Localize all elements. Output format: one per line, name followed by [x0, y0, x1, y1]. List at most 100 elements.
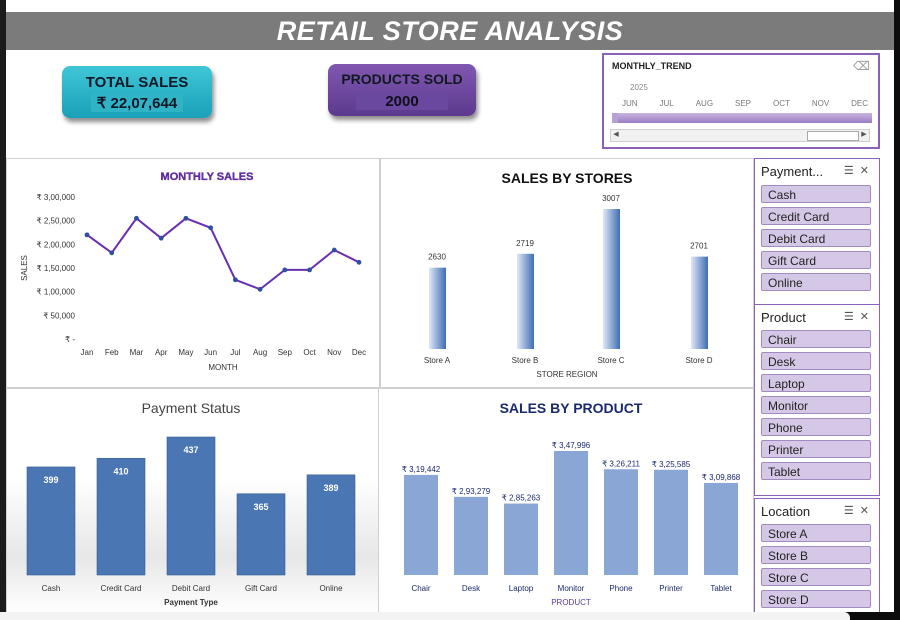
page-title: RETAIL STORE ANALYSIS — [276, 15, 624, 46]
x-tick-label: Store A — [424, 356, 451, 365]
bar — [554, 451, 588, 575]
timeline-month[interactable]: NOV — [811, 99, 830, 108]
scrollbar-thumb[interactable] — [807, 131, 859, 141]
payment-slicer: Payment... ☰✕ Cash Credit Card Debit Car… — [754, 158, 880, 306]
slicer-icons: ☰✕ — [844, 164, 875, 177]
total-sales-label: TOTAL SALES — [85, 74, 189, 91]
data-label: 2701 — [690, 242, 708, 251]
data-label: ₹ 3,47,996 — [552, 441, 591, 450]
data-point — [307, 267, 312, 273]
data-label: 389 — [323, 483, 338, 493]
sheet-bottom-edge — [0, 612, 850, 620]
slicer-item-debit-card[interactable]: Debit Card — [761, 229, 871, 247]
x-tick-label: Tablet — [710, 584, 732, 593]
bar — [504, 503, 538, 575]
bar — [404, 474, 438, 575]
x-axis-label: PRODUCT — [551, 598, 591, 607]
y-tick-label: ₹ 2,00,000 — [37, 240, 76, 249]
x-tick-label: Chair — [411, 584, 430, 593]
slicer-item-store-d[interactable]: Store D — [761, 590, 871, 608]
data-point — [282, 267, 288, 273]
sales-by-product-chart: SALES BY PRODUCT ₹ 3,19,442 Chair ₹ 2,93,27… — [378, 388, 754, 612]
x-tick-label: Laptop — [509, 584, 534, 593]
x-tick-label: Credit Card — [101, 584, 142, 593]
data-label: 2630 — [428, 253, 446, 262]
x-axis-label: MONTH — [208, 363, 238, 372]
data-point — [134, 215, 139, 221]
x-tick-label: Feb — [105, 348, 119, 357]
slicer-item-online[interactable]: Online — [761, 273, 871, 291]
slicer-item-gift-card[interactable]: Gift Card — [761, 251, 871, 269]
x-tick-label: Sep — [278, 348, 293, 357]
chart-title: SALES BY STORES — [502, 170, 633, 186]
bar — [603, 209, 620, 349]
data-label: 2719 — [516, 239, 534, 248]
clear-filter-icon[interactable]: ✕ — [859, 311, 875, 323]
x-tick-label: Jul — [230, 348, 240, 357]
monthly-trend-timeline[interactable]: MONTHLY_TREND ⌫ 2025 JUN JUL AUG SEP OCT… — [602, 53, 880, 149]
data-label: ₹ 3,19,442 — [402, 465, 441, 474]
multi-select-icon[interactable]: ☰ — [843, 505, 860, 517]
slicer-item-phone[interactable]: Phone — [761, 418, 871, 436]
data-point — [356, 259, 362, 265]
slicer-item-credit-card[interactable]: Credit Card — [761, 207, 871, 225]
clear-filter-icon[interactable]: ⌫ — [853, 59, 870, 73]
multi-select-icon[interactable]: ☰ — [843, 165, 860, 177]
data-label: 437 — [183, 445, 198, 455]
timeline-month[interactable]: DEC — [851, 99, 868, 108]
timeline-month[interactable]: JUL — [659, 99, 674, 108]
slicer-item-store-a[interactable]: Store A — [761, 524, 871, 542]
slicer-item-printer[interactable]: Printer — [761, 440, 871, 458]
data-label: 3007 — [602, 194, 620, 203]
slicer-item-tablet[interactable]: Tablet — [761, 462, 871, 480]
timeline-scrollbar[interactable]: ◀ ▶ — [610, 129, 870, 142]
slicer-item-laptop[interactable]: Laptop — [761, 374, 871, 392]
total-sales-value: ₹ 22,07,644 — [91, 94, 183, 112]
slicer-item-cash[interactable]: Cash — [761, 185, 871, 203]
clear-filter-icon[interactable]: ✕ — [859, 165, 875, 177]
scroll-left-icon[interactable]: ◀ — [613, 131, 619, 138]
timeline-selection-bar[interactable] — [612, 113, 872, 123]
timeline-month[interactable]: AUG — [695, 99, 714, 108]
x-tick-label: Store C — [597, 356, 624, 365]
x-tick-label: Apr — [155, 348, 168, 357]
x-tick-label: Store D — [685, 356, 712, 365]
data-label: 365 — [253, 502, 268, 512]
location-slicer-title: Location — [761, 504, 811, 519]
slicer-item-desk[interactable]: Desk — [761, 352, 871, 370]
title-banner: RETAIL STORE ANALYSIS — [6, 12, 894, 50]
multi-select-icon[interactable]: ☰ — [843, 311, 860, 323]
timeline-year: 2025 — [630, 83, 648, 92]
slicer-item-store-b[interactable]: Store B — [761, 546, 871, 564]
bar — [26, 466, 76, 576]
timeline-months: JUN JUL AUG SEP OCT NOV DEC — [622, 99, 868, 108]
clear-filter-icon[interactable]: ✕ — [859, 505, 875, 517]
y-tick-label: ₹ 50,000 — [43, 311, 75, 320]
x-tick-label: Phone — [609, 584, 633, 593]
data-label: ₹ 2,93,279 — [452, 487, 491, 496]
x-tick-label: Jan — [81, 348, 94, 357]
y-tick-label: ₹ - — [65, 335, 75, 344]
scroll-right-icon[interactable]: ▶ — [861, 131, 867, 138]
x-axis-label: STORE REGION — [536, 370, 597, 379]
timeline-month[interactable]: SEP — [735, 99, 752, 108]
slicer-item-store-c[interactable]: Store C — [761, 568, 871, 586]
monthly-sales-svg: MONTHLY SALES ₹ - ₹ 50,000 ₹ 1,00,000 ₹ 1,50… — [20, 171, 366, 372]
bar — [166, 436, 216, 576]
total-sales-card: TOTAL SALES ₹ 22,07,644 — [62, 66, 212, 118]
data-point — [232, 277, 238, 283]
data-point — [208, 225, 214, 231]
sales-by-stores-chart: SALES BY STORES 2630 Store A 2719 Store B 300… — [380, 158, 754, 388]
y-tick-label: ₹ 3,00,000 — [37, 193, 76, 202]
y-tick-label: ₹ 2,50,000 — [37, 217, 76, 226]
slicer-item-chair[interactable]: Chair — [761, 330, 871, 348]
timeline-month[interactable]: JUN — [622, 99, 638, 108]
x-tick-label: Debit Card — [172, 584, 210, 593]
data-point — [331, 247, 337, 253]
bar — [691, 256, 708, 349]
timeline-month[interactable]: OCT — [772, 99, 790, 108]
x-tick-label: Jun — [204, 348, 217, 357]
slicer-item-monitor[interactable]: Monitor — [761, 396, 871, 414]
bar — [704, 482, 738, 575]
y-axis-label: SALES — [20, 255, 29, 281]
